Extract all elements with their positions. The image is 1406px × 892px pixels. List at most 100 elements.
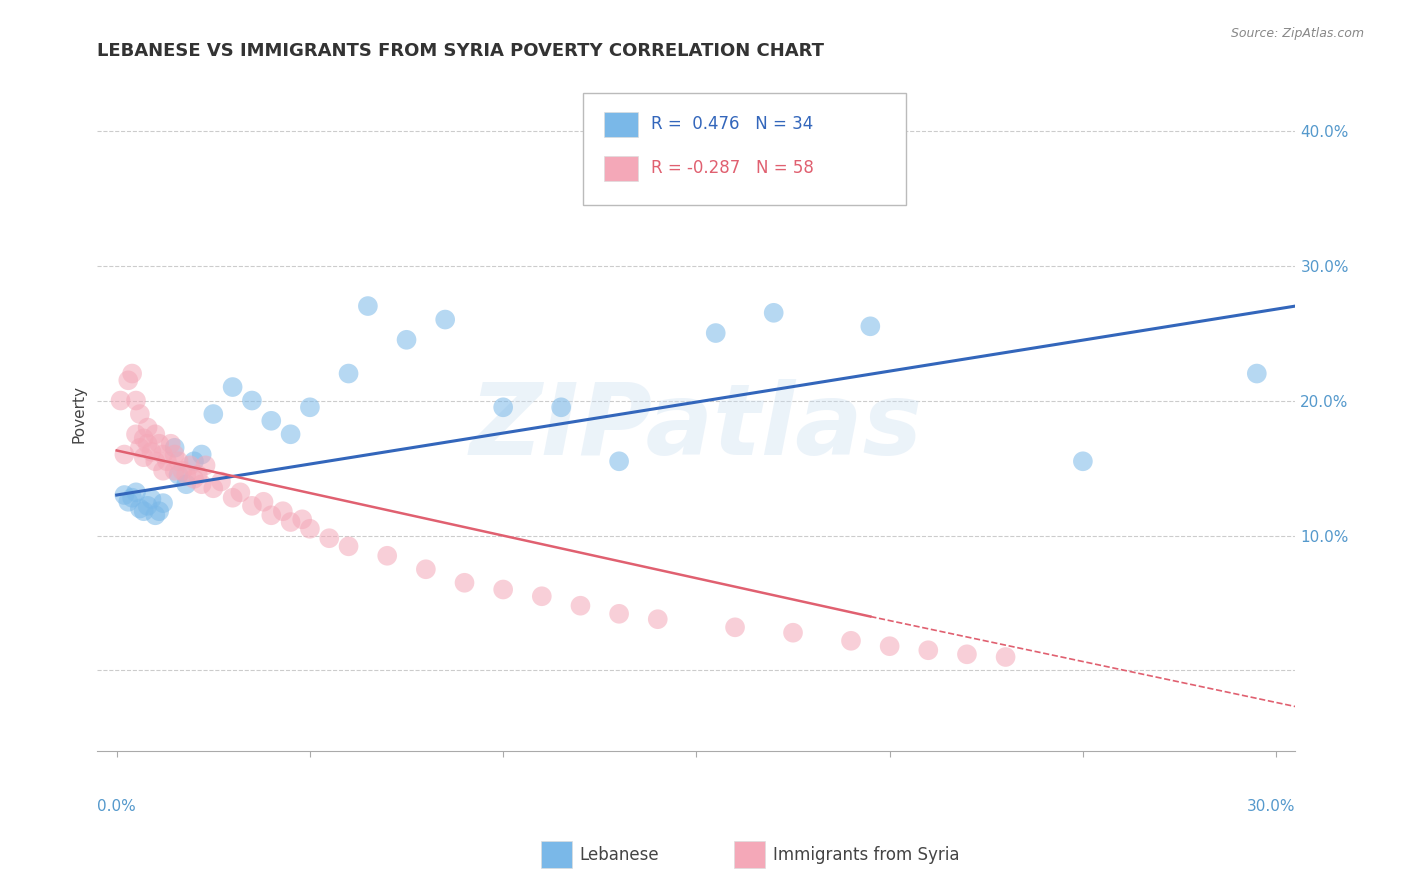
Point bbox=[143, 427, 166, 442]
Point bbox=[221, 380, 243, 394]
Point bbox=[163, 441, 186, 455]
Point bbox=[167, 454, 190, 468]
FancyBboxPatch shape bbox=[605, 155, 638, 181]
Point bbox=[260, 508, 283, 523]
Point bbox=[357, 299, 380, 313]
Point bbox=[607, 454, 630, 468]
Point bbox=[453, 575, 475, 590]
Point bbox=[136, 436, 159, 450]
Point bbox=[152, 448, 174, 462]
Point bbox=[143, 454, 166, 468]
Point bbox=[415, 562, 437, 576]
Point bbox=[647, 612, 669, 626]
Point bbox=[112, 448, 135, 462]
Text: R = -0.287   N = 58: R = -0.287 N = 58 bbox=[651, 159, 814, 177]
Point bbox=[152, 496, 174, 510]
Point bbox=[128, 501, 150, 516]
Point bbox=[172, 464, 194, 478]
Text: Immigrants from Syria: Immigrants from Syria bbox=[773, 846, 960, 863]
Point bbox=[492, 401, 515, 415]
Point bbox=[209, 475, 232, 489]
Point bbox=[879, 639, 901, 653]
Point bbox=[229, 485, 252, 500]
Point bbox=[298, 522, 321, 536]
Point bbox=[190, 477, 212, 491]
Point bbox=[128, 407, 150, 421]
Point bbox=[337, 367, 360, 381]
Text: R =  0.476   N = 34: R = 0.476 N = 34 bbox=[651, 115, 813, 133]
Text: Lebanese: Lebanese bbox=[579, 846, 659, 863]
Point bbox=[762, 306, 785, 320]
Point bbox=[1246, 367, 1268, 381]
Point bbox=[141, 491, 163, 506]
Point bbox=[152, 464, 174, 478]
Point bbox=[298, 401, 321, 415]
Text: ZIPatlas: ZIPatlas bbox=[470, 379, 922, 476]
Point bbox=[143, 508, 166, 523]
Point bbox=[125, 427, 148, 442]
Point bbox=[395, 333, 418, 347]
Text: 0.0%: 0.0% bbox=[97, 798, 136, 814]
Text: LEBANESE VS IMMIGRANTS FROM SYRIA POVERTY CORRELATION CHART: LEBANESE VS IMMIGRANTS FROM SYRIA POVERT… bbox=[97, 42, 824, 60]
Point bbox=[190, 448, 212, 462]
Point bbox=[240, 393, 263, 408]
Point bbox=[194, 458, 217, 473]
Point bbox=[121, 491, 143, 505]
Point bbox=[179, 458, 201, 473]
Point bbox=[136, 420, 159, 434]
Y-axis label: Poverty: Poverty bbox=[72, 385, 86, 443]
Point bbox=[782, 625, 804, 640]
Point bbox=[163, 464, 186, 478]
Point bbox=[117, 495, 139, 509]
Point bbox=[280, 515, 302, 529]
Point bbox=[318, 531, 340, 545]
Point bbox=[492, 582, 515, 597]
Point bbox=[221, 491, 243, 505]
Point bbox=[132, 431, 155, 445]
Point bbox=[132, 450, 155, 465]
Point bbox=[1071, 454, 1094, 468]
Point bbox=[174, 477, 197, 491]
Point bbox=[148, 436, 170, 450]
Point bbox=[375, 549, 398, 563]
Point bbox=[141, 445, 163, 459]
Point bbox=[724, 620, 747, 634]
Point bbox=[280, 427, 302, 442]
Point bbox=[994, 650, 1017, 665]
Point bbox=[183, 472, 205, 486]
Text: Source: ZipAtlas.com: Source: ZipAtlas.com bbox=[1230, 27, 1364, 40]
Point bbox=[569, 599, 592, 613]
Point bbox=[607, 607, 630, 621]
Point bbox=[260, 414, 283, 428]
Point bbox=[112, 488, 135, 502]
Point bbox=[156, 454, 179, 468]
Point bbox=[125, 393, 148, 408]
Point bbox=[187, 467, 209, 482]
Point bbox=[163, 448, 186, 462]
Point bbox=[917, 643, 939, 657]
Point bbox=[183, 454, 205, 468]
Point bbox=[167, 467, 190, 482]
Point bbox=[148, 504, 170, 518]
Point bbox=[956, 648, 979, 662]
Point bbox=[530, 589, 553, 603]
Point bbox=[132, 504, 155, 518]
Point bbox=[128, 441, 150, 455]
Point bbox=[125, 485, 148, 500]
Point bbox=[110, 393, 132, 408]
Point bbox=[337, 539, 360, 553]
Point bbox=[252, 495, 274, 509]
Point bbox=[202, 407, 225, 421]
Text: 30.0%: 30.0% bbox=[1247, 798, 1295, 814]
Point bbox=[121, 367, 143, 381]
Point bbox=[704, 326, 727, 340]
Point bbox=[202, 481, 225, 495]
Point bbox=[291, 512, 314, 526]
Point bbox=[174, 467, 197, 482]
Point bbox=[240, 499, 263, 513]
Point bbox=[159, 436, 181, 450]
Point bbox=[434, 312, 457, 326]
Point bbox=[117, 373, 139, 387]
Point bbox=[271, 504, 294, 518]
FancyBboxPatch shape bbox=[582, 94, 905, 205]
